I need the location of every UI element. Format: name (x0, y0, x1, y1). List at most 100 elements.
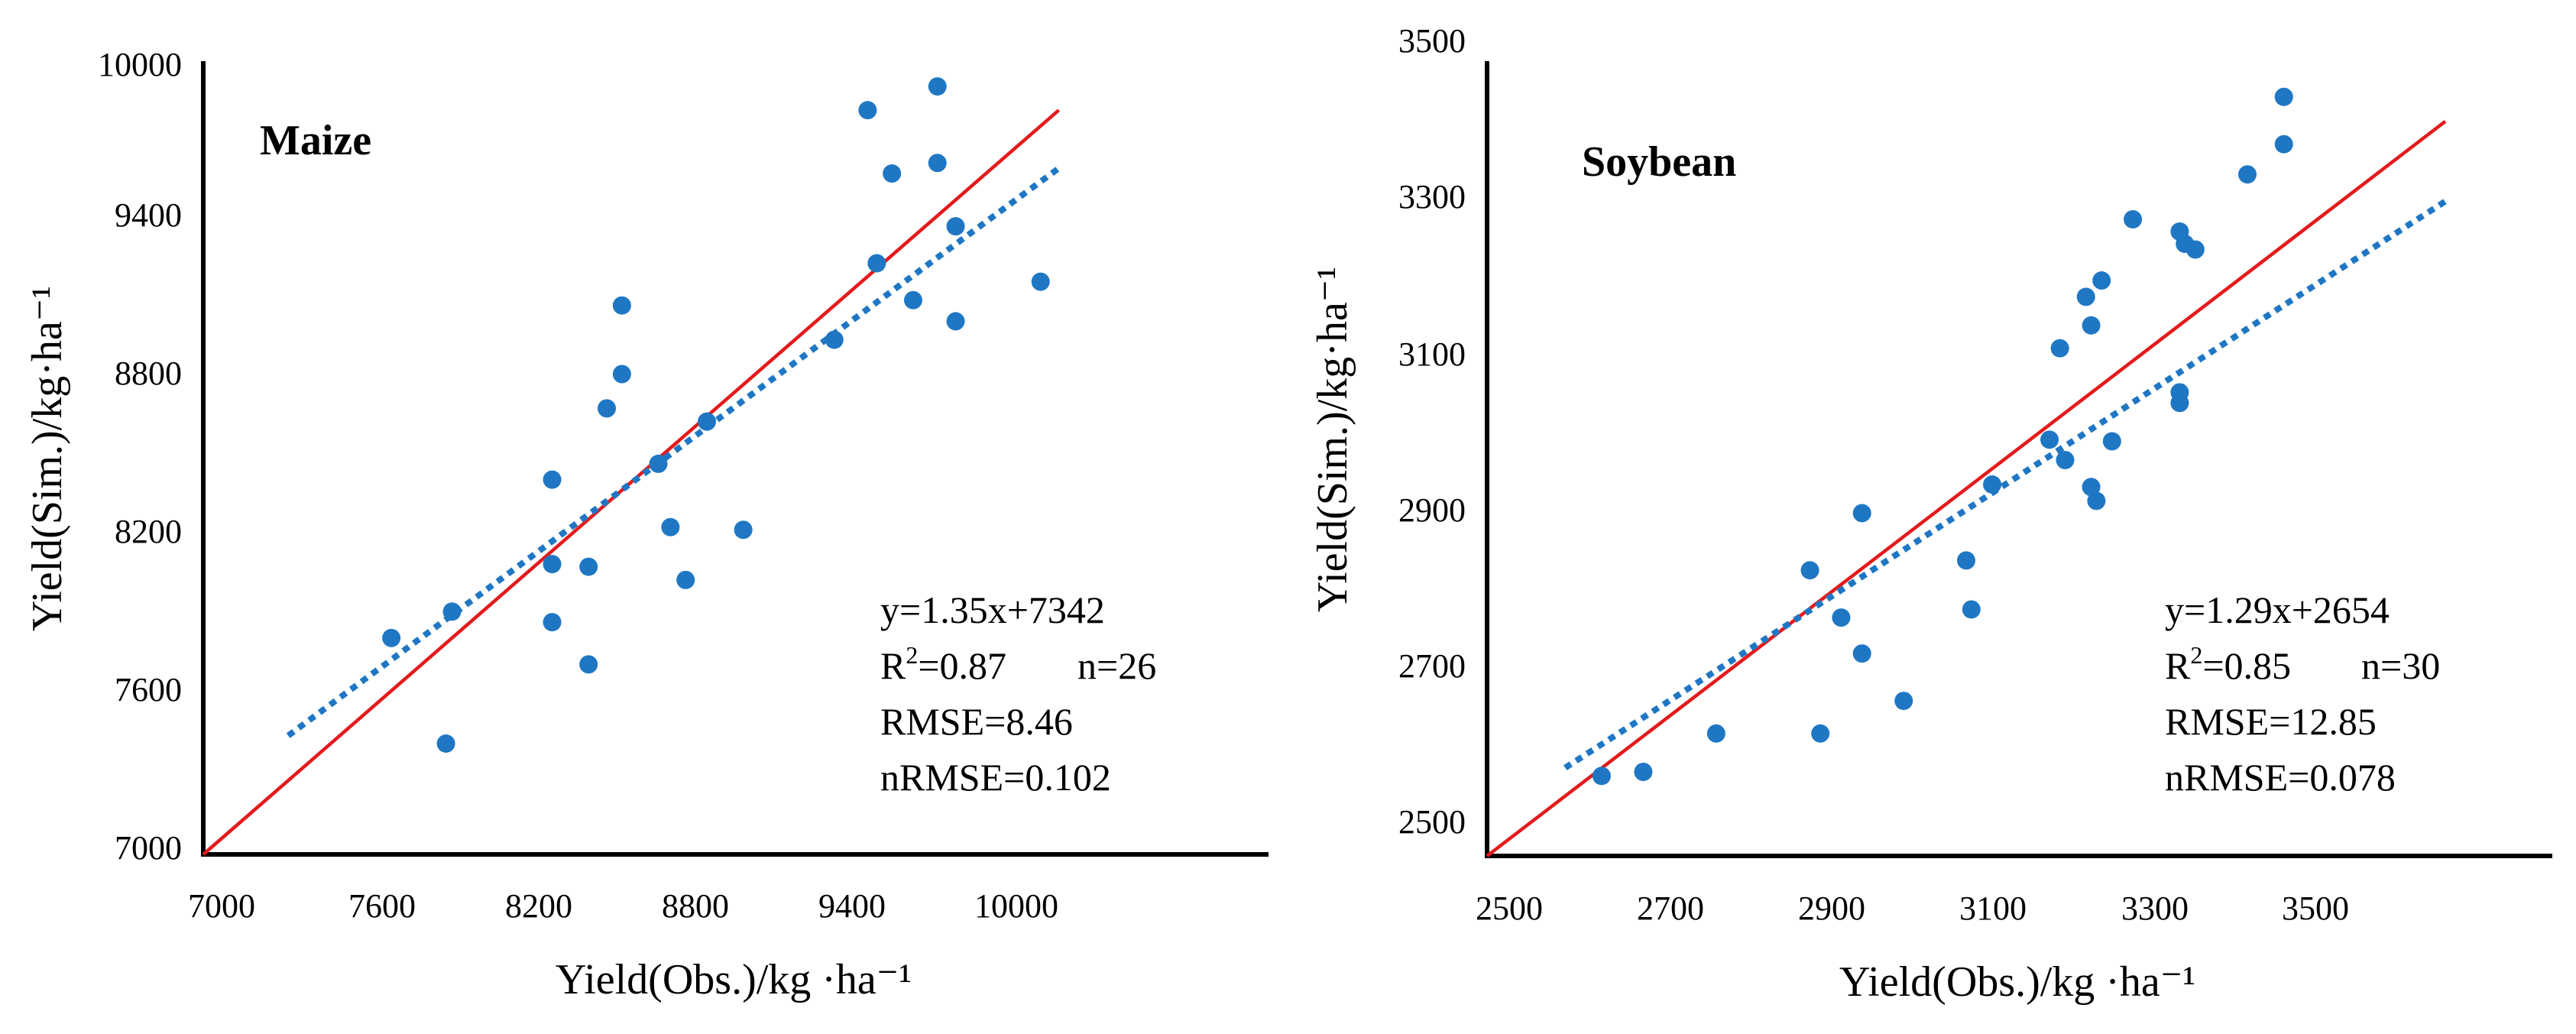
soybean-data-point (2274, 87, 2293, 106)
maize-title: Maize (260, 117, 371, 164)
maize-r2-value: =0.87 (918, 644, 1006, 687)
maize-y-tick: 10000 (98, 46, 182, 83)
soybean-stats: y=1.29x+2654 R2=0.85 n=30 RMSE=12.85 nRM… (2165, 588, 2440, 799)
soybean-data-point (1852, 644, 1871, 663)
soybean-data-point (1634, 762, 1653, 781)
soybean-nrmse: nRMSE=0.078 (2165, 756, 2396, 799)
soybean-y-tick: 3300 (1398, 178, 1466, 216)
maize-x-tick: 8800 (662, 887, 729, 925)
soybean-data-point (1832, 608, 1851, 627)
maize-x-tick: 7600 (348, 887, 416, 925)
maize-stats: y=1.35x+7342 R2=0.87 n=26 RMSE=8.46 nRMS… (880, 588, 1156, 799)
maize-data-point (825, 330, 844, 349)
maize-y-tick: 8800 (115, 355, 182, 392)
maize-data-point (946, 312, 965, 331)
soybean-title: Soybean (1582, 138, 1736, 186)
soybean-data-point (1811, 724, 1830, 743)
soybean-r2: R2=0.85 (2165, 641, 2291, 687)
maize-x-tick: 8200 (505, 887, 572, 925)
maize-y-tick: 9400 (115, 196, 182, 234)
soybean-x-ticks: 2500 2700 2900 3100 3300 3500 (1476, 890, 2349, 927)
soybean-points (1592, 87, 2293, 786)
soybean-panel: 2500 2700 2900 3100 3300 3500 2500 2700 … (1309, 22, 2552, 1006)
maize-y-axis-label: Yield(Sim.)/kg·ha⁻¹ (24, 286, 71, 631)
soybean-one-to-one-line (1486, 120, 2447, 857)
maize-data-point (928, 77, 947, 96)
maize-x-tick: 10000 (974, 887, 1058, 925)
maize-equation: y=1.35x+7342 (880, 588, 1105, 631)
soybean-y-tick: 3100 (1398, 335, 1466, 373)
soybean-y-axis-label: Yield(Sim.)/kg·ha⁻¹ (1309, 267, 1356, 612)
maize-panel: 7000 7600 8200 8800 9400 10000 7000 7600… (24, 46, 1269, 1003)
maize-x-tick: 9400 (818, 887, 886, 925)
soybean-x-axis-label: Yield(Obs.)/kg ·ha⁻¹ (1839, 958, 2195, 1006)
maize-nrmse: nRMSE=0.102 (880, 756, 1111, 799)
maize-one-to-one-line (202, 109, 1061, 856)
maize-y-ticks: 7000 7600 8200 8800 9400 10000 (98, 46, 182, 867)
maize-data-point (543, 555, 562, 574)
soybean-x-tick: 2700 (1637, 890, 1704, 927)
maize-n: n=26 (1077, 644, 1156, 687)
soybean-y-tick: 3500 (1398, 22, 1466, 60)
soybean-data-point (2082, 316, 2101, 335)
maize-r2-sup: 2 (906, 641, 918, 669)
soybean-r2-value: =0.85 (2202, 644, 2291, 687)
soybean-x-tick: 3300 (2121, 890, 2189, 927)
soybean-data-point (1706, 724, 1725, 743)
maize-data-point (903, 290, 922, 310)
maize-data-point (928, 154, 947, 173)
maize-data-point (543, 470, 562, 489)
soybean-equation: y=1.29x+2654 (2165, 588, 2390, 631)
maize-y-tick: 7600 (115, 671, 182, 708)
soybean-data-point (2186, 240, 2205, 259)
soybean-x-tick: 2500 (1476, 890, 1543, 927)
maize-points (382, 77, 1050, 753)
maize-data-point (579, 557, 598, 576)
soybean-y-ticks: 2500 2700 2900 3100 3300 3500 (1398, 22, 1466, 841)
maize-data-point (883, 164, 902, 183)
soybean-data-point (1983, 475, 2002, 494)
maize-data-point (442, 602, 462, 621)
soybean-data-point (2050, 339, 2069, 358)
soybean-r2-prefix: R (2165, 644, 2191, 687)
maize-r2: R2=0.87 (880, 641, 1006, 687)
maize-data-point (649, 454, 668, 473)
maize-x-axis-label: Yield(Obs.)/kg ·ha⁻¹ (556, 956, 912, 1003)
maize-data-point (734, 520, 753, 540)
soybean-data-point (2082, 478, 2101, 497)
soybean-n: n=30 (2361, 644, 2440, 687)
soybean-x-tick: 3500 (2282, 890, 2349, 927)
maize-data-point (543, 613, 562, 632)
maize-rmse: RMSE=8.46 (880, 700, 1073, 743)
soybean-data-point (2124, 209, 2143, 229)
soybean-y-tick: 2900 (1398, 491, 1466, 529)
maize-data-point (661, 517, 680, 536)
maize-data-point (612, 365, 631, 384)
maize-data-point (676, 570, 695, 589)
soybean-data-point (2087, 491, 2106, 511)
soybean-data-point (1894, 692, 1913, 711)
maize-data-point (698, 412, 717, 431)
soybean-data-point (2237, 165, 2257, 184)
soybean-fit-line (1563, 199, 2448, 771)
maize-data-point (612, 296, 631, 315)
soybean-data-point (1592, 767, 1611, 786)
maize-data-point (579, 655, 598, 674)
soybean-data-point (1800, 561, 1819, 580)
maize-data-point (858, 101, 877, 120)
maize-data-point (598, 399, 617, 418)
maize-y-tick: 7000 (115, 829, 182, 867)
maize-x-tick: 7000 (188, 887, 255, 925)
maize-r2-prefix: R (880, 644, 906, 687)
soybean-data-point (2170, 394, 2189, 413)
soybean-data-point (2076, 287, 2095, 306)
maize-data-point (1031, 272, 1050, 291)
maize-data-point (382, 628, 401, 647)
maize-data-point (867, 254, 886, 273)
soybean-x-tick: 3100 (1959, 890, 2027, 927)
soybean-x-tick: 2900 (1798, 890, 1865, 927)
maize-fit-line (286, 165, 1061, 738)
soybean-data-point (1956, 551, 1975, 570)
soybean-data-point (2040, 430, 2059, 449)
